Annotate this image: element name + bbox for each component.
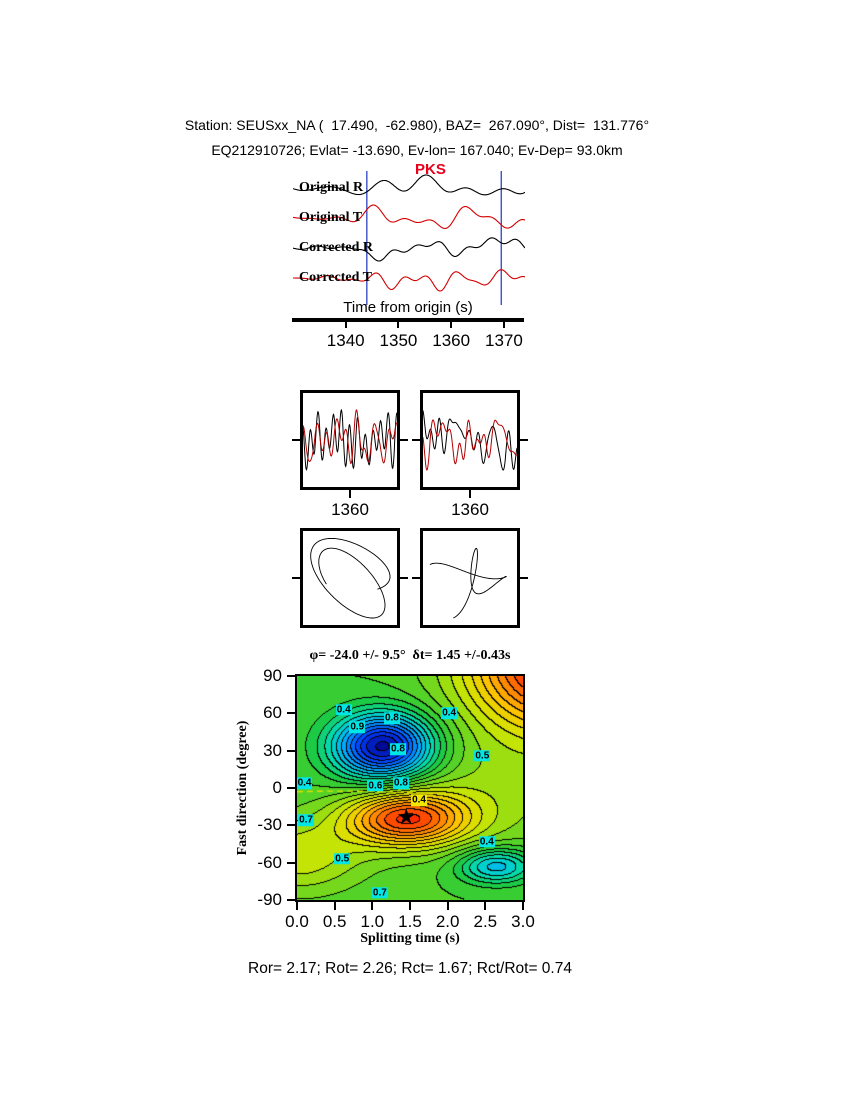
fastdir-tick-label: 60	[263, 703, 282, 723]
contour-level-label: 0.4	[335, 703, 352, 716]
contour-level-label: 0.4	[296, 777, 313, 789]
splittime-axis-tick	[333, 902, 336, 910]
box-tick	[469, 490, 471, 498]
seismogram-trace	[293, 237, 525, 262]
particle-motion-curve	[310, 537, 391, 619]
fastdir-axis-tick	[287, 861, 295, 864]
trace-label: Original R	[299, 180, 364, 195]
seismogram-trace	[293, 174, 525, 196]
window-waveform-plot	[422, 410, 518, 471]
time-axis-tick-label: 1340	[326, 331, 365, 350]
trace-label: Corrected T	[299, 270, 372, 285]
window-trace	[422, 410, 518, 471]
fastdir-axis-tick	[287, 712, 295, 715]
particle-motion-box	[300, 528, 400, 628]
window-waveform-box	[420, 390, 520, 490]
splittime-tick-label: 0.0	[285, 912, 309, 931]
particle-motion-plot	[310, 537, 391, 619]
contour-level-label: 0.4	[478, 835, 495, 848]
box-tick	[292, 439, 300, 441]
splittime-axis-tick	[446, 902, 449, 910]
fastdir-axis-tick	[287, 824, 295, 827]
seismogram-plot	[293, 171, 525, 305]
splittime-axis-tick	[484, 902, 487, 910]
window-xtick-label: 1360	[451, 500, 489, 519]
box-tick	[349, 490, 351, 498]
box-tick	[400, 577, 408, 579]
seismogram-trace	[293, 204, 525, 229]
trace-label: Original T	[299, 210, 363, 225]
contour-level-label: 0.5	[334, 853, 351, 865]
splitting-misfit-contour	[297, 676, 523, 900]
contour-title: φ= -24.0 +/- 9.5° δt= 1.45 +/-0.43s	[309, 648, 511, 663]
event-title: EQ212910726; Evlat= -13.690, Ev-lon= 167…	[211, 142, 623, 158]
splittime-tick-label: 3.0	[511, 912, 535, 931]
time-axis-label: Time from origin (s)	[343, 299, 473, 316]
contour-level-label: 0.5	[474, 749, 491, 762]
contour-level-label: 0.4	[411, 794, 427, 807]
time-axis-tick-label: 1360	[432, 331, 471, 350]
box-tick	[292, 577, 300, 579]
splittime-axis-tick	[409, 902, 411, 910]
trace-label: Corrected R	[299, 240, 373, 255]
window-trace	[302, 408, 398, 471]
fastdir-tick-label: -90	[257, 890, 282, 909]
fastdir-tick-label: -30	[257, 815, 282, 835]
time-axis-tick-label: 1350	[379, 331, 418, 350]
box-tick	[520, 439, 528, 441]
box-tick	[400, 439, 408, 441]
splittime-axis-label: Splitting time (s)	[360, 931, 460, 946]
station-title: Station: SEUSxx_NA ( 17.490, -62.980), B…	[184, 117, 650, 133]
splittime-tick-label: 2.5	[473, 912, 498, 931]
splittime-axis-tick	[522, 902, 524, 910]
fastdir-axis-tick	[287, 787, 295, 789]
splittime-tick-label: 2.0	[435, 912, 460, 931]
particle-motion-curve	[429, 547, 507, 619]
contour-level-label: 0.6	[367, 779, 384, 792]
time-axis-tick	[397, 322, 400, 328]
time-axis-tick	[502, 322, 505, 328]
window-waveform-plot	[302, 408, 398, 471]
fastdir-tick-label: 30	[263, 740, 282, 760]
contour-level-label: 0.7	[371, 886, 388, 899]
contour-plot-frame	[295, 674, 525, 902]
window-xtick-label: 1360	[331, 500, 369, 519]
splittime-axis-tick	[296, 902, 298, 910]
window-waveform-box	[300, 390, 400, 490]
fastdir-tick-label: 90	[263, 666, 282, 685]
contour-level-label: 0.8	[389, 743, 406, 756]
box-tick	[412, 439, 420, 441]
contour-level-label: 0.8	[383, 712, 400, 725]
time-axis-line	[292, 318, 524, 322]
time-axis-tick	[450, 322, 453, 328]
quality-stats: Ror= 2.17; Rot= 2.26; Rct= 1.67; Rct/Rot…	[248, 960, 572, 977]
box-tick	[412, 577, 420, 579]
particle-motion-plot	[429, 547, 507, 619]
particle-motion-box	[420, 528, 520, 628]
box-tick	[520, 577, 528, 579]
fastdir-axis-tick	[287, 899, 295, 901]
seismogram-trace	[293, 269, 525, 292]
contour-level-label: 0.8	[393, 777, 409, 789]
best-solution-star: ★	[396, 803, 417, 829]
fastdir-tick-label: 0	[272, 778, 282, 797]
contour-level-label: 0.9	[349, 721, 366, 733]
contour-level-label: 0.7	[298, 814, 314, 827]
splittime-tick-label: 1.0	[360, 912, 385, 931]
fastdir-axis-tick	[287, 749, 295, 752]
time-axis-tick	[344, 322, 347, 328]
splittime-tick-label: 1.5	[398, 912, 422, 931]
time-axis-tick-label: 1370	[484, 331, 523, 350]
splittime-axis-tick	[371, 902, 374, 910]
window-trace	[422, 419, 518, 471]
window-trace	[302, 409, 398, 465]
fastdir-tick-label: -60	[257, 852, 282, 872]
fastdir-axis-tick	[287, 675, 295, 677]
splittime-tick-label: 0.5	[322, 912, 347, 931]
contour-level-label: 0.4	[441, 707, 458, 720]
phase-label: PKS	[415, 161, 446, 178]
